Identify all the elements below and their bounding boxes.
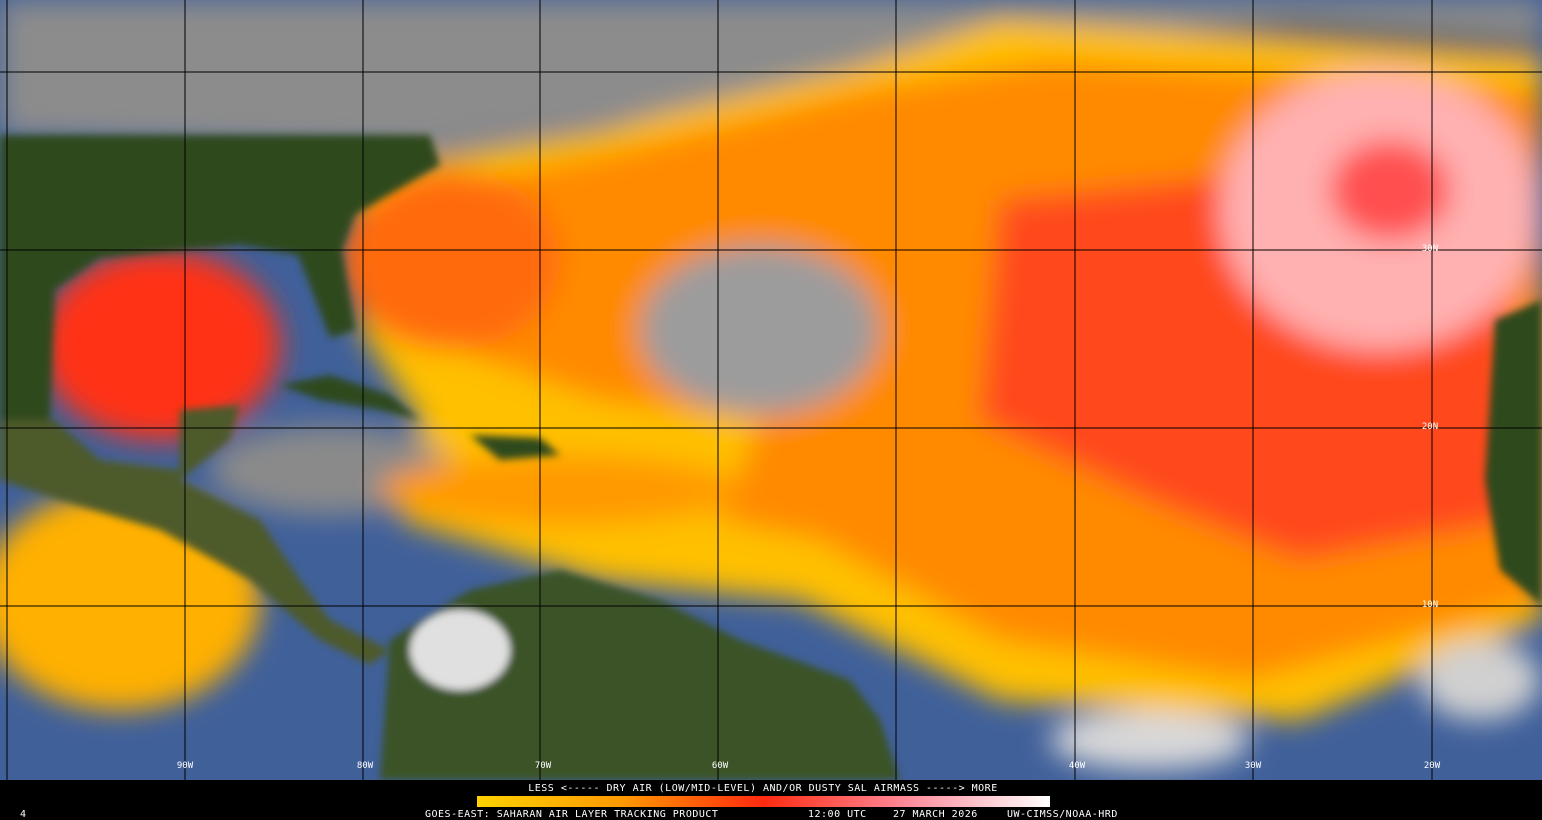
central-america [0,405,390,665]
north-america [0,135,440,420]
south-america [380,570,900,780]
longitude-label: 90W [177,761,194,771]
longitude-label: 30W [1245,761,1262,771]
product-name: GOES-EAST: SAHARAN AIR LAYER TRACKING PR… [425,809,718,820]
color-bar [477,796,1050,807]
africa [1485,300,1542,605]
airmass-layer [0,0,1542,770]
central-clouds [640,245,880,415]
latitude-label: 30N [1422,244,1438,254]
longitude-label: 40W [1069,761,1086,771]
south-clouds [1050,710,1250,770]
hispaniola [470,435,560,460]
frame-number: 4 [20,809,27,820]
latitude-label: 20N [1422,422,1438,432]
credit: UW-CIMSS/NOAA-HRD [1007,809,1118,820]
graticule [0,0,1542,780]
latitude-label: 10N [1422,600,1438,610]
longitude-label: 80W [357,761,374,771]
graticule-labels: 90W 80W 70W 60W 40W 30W 20W 30N 20N 10N [177,244,1441,771]
time: 12:00 UTC [808,809,867,820]
caribbean-sal [380,455,740,525]
longitude-label: 70W [535,761,552,771]
longitude-label: 60W [712,761,729,771]
gulf-sal [40,250,280,440]
south-clouds-east [1420,640,1540,720]
cuba [280,375,420,420]
sal-core [1330,140,1450,240]
atlantic-sal [340,170,560,350]
date: 27 MARCH 2026 [893,809,978,820]
land-clouds [410,610,510,690]
legend-caption: LESS <----- DRY AIR (LOW/MID-LEVEL) AND/… [528,783,997,794]
land [0,135,1542,780]
longitude-label: 20W [1424,761,1441,771]
